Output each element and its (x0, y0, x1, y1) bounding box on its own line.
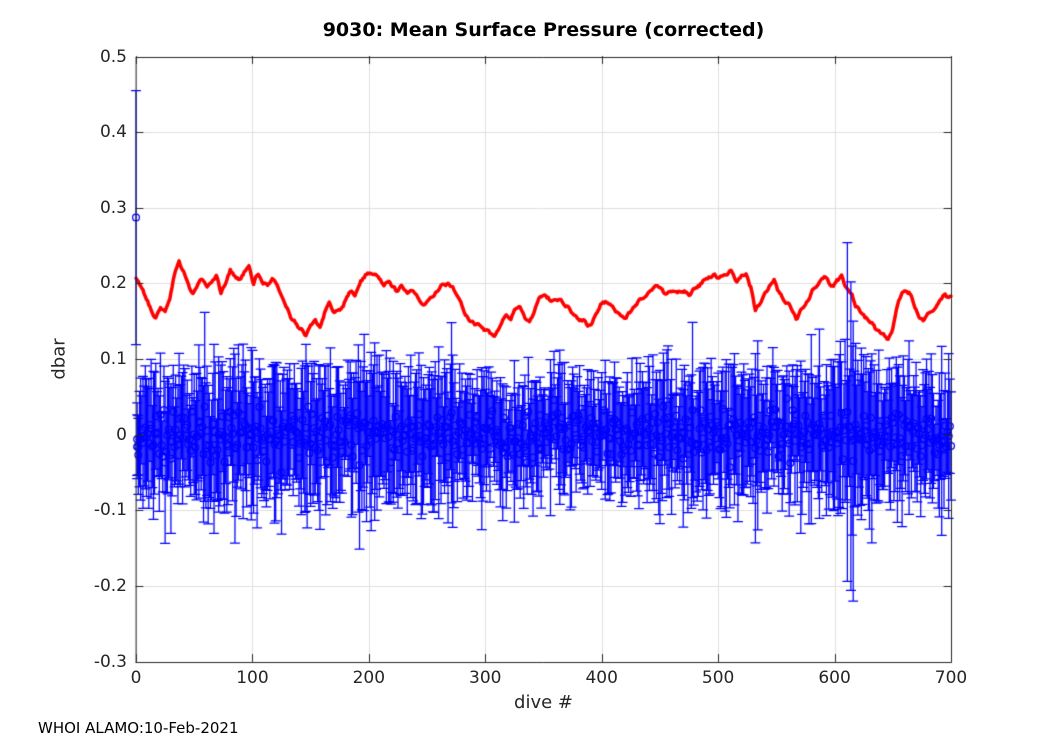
y-tick-label: 0.5 (99, 46, 127, 67)
x-tick-label: 100 (236, 668, 269, 688)
y-tick-label: -0.1 (93, 500, 127, 521)
x-tick-label: 500 (701, 668, 735, 688)
y-tick-label: -0.3 (93, 651, 127, 672)
x-tick-label: 700 (934, 668, 968, 688)
watermark-text: WHOI ALAMO:10-Feb-2021 (38, 719, 239, 737)
x-axis-label: dive # (514, 692, 573, 713)
y-tick-label: -0.2 (93, 575, 127, 596)
x-tick-label: 300 (469, 668, 502, 688)
chart-title: 9030: Mean Surface Pressure (corrected) (322, 19, 765, 41)
x-tick-label: 400 (585, 668, 618, 688)
y-tick-label: 0.3 (99, 197, 127, 218)
y-tick-label: 0.4 (99, 122, 127, 143)
y-tick-label: 0 (116, 424, 127, 445)
x-tick-label: 0 (130, 668, 142, 688)
x-tick-label: 200 (352, 668, 386, 688)
y-tick-label: 0.2 (99, 273, 127, 294)
x-tick-label: 600 (818, 668, 851, 688)
y-tick-label: 0.1 (99, 349, 127, 369)
